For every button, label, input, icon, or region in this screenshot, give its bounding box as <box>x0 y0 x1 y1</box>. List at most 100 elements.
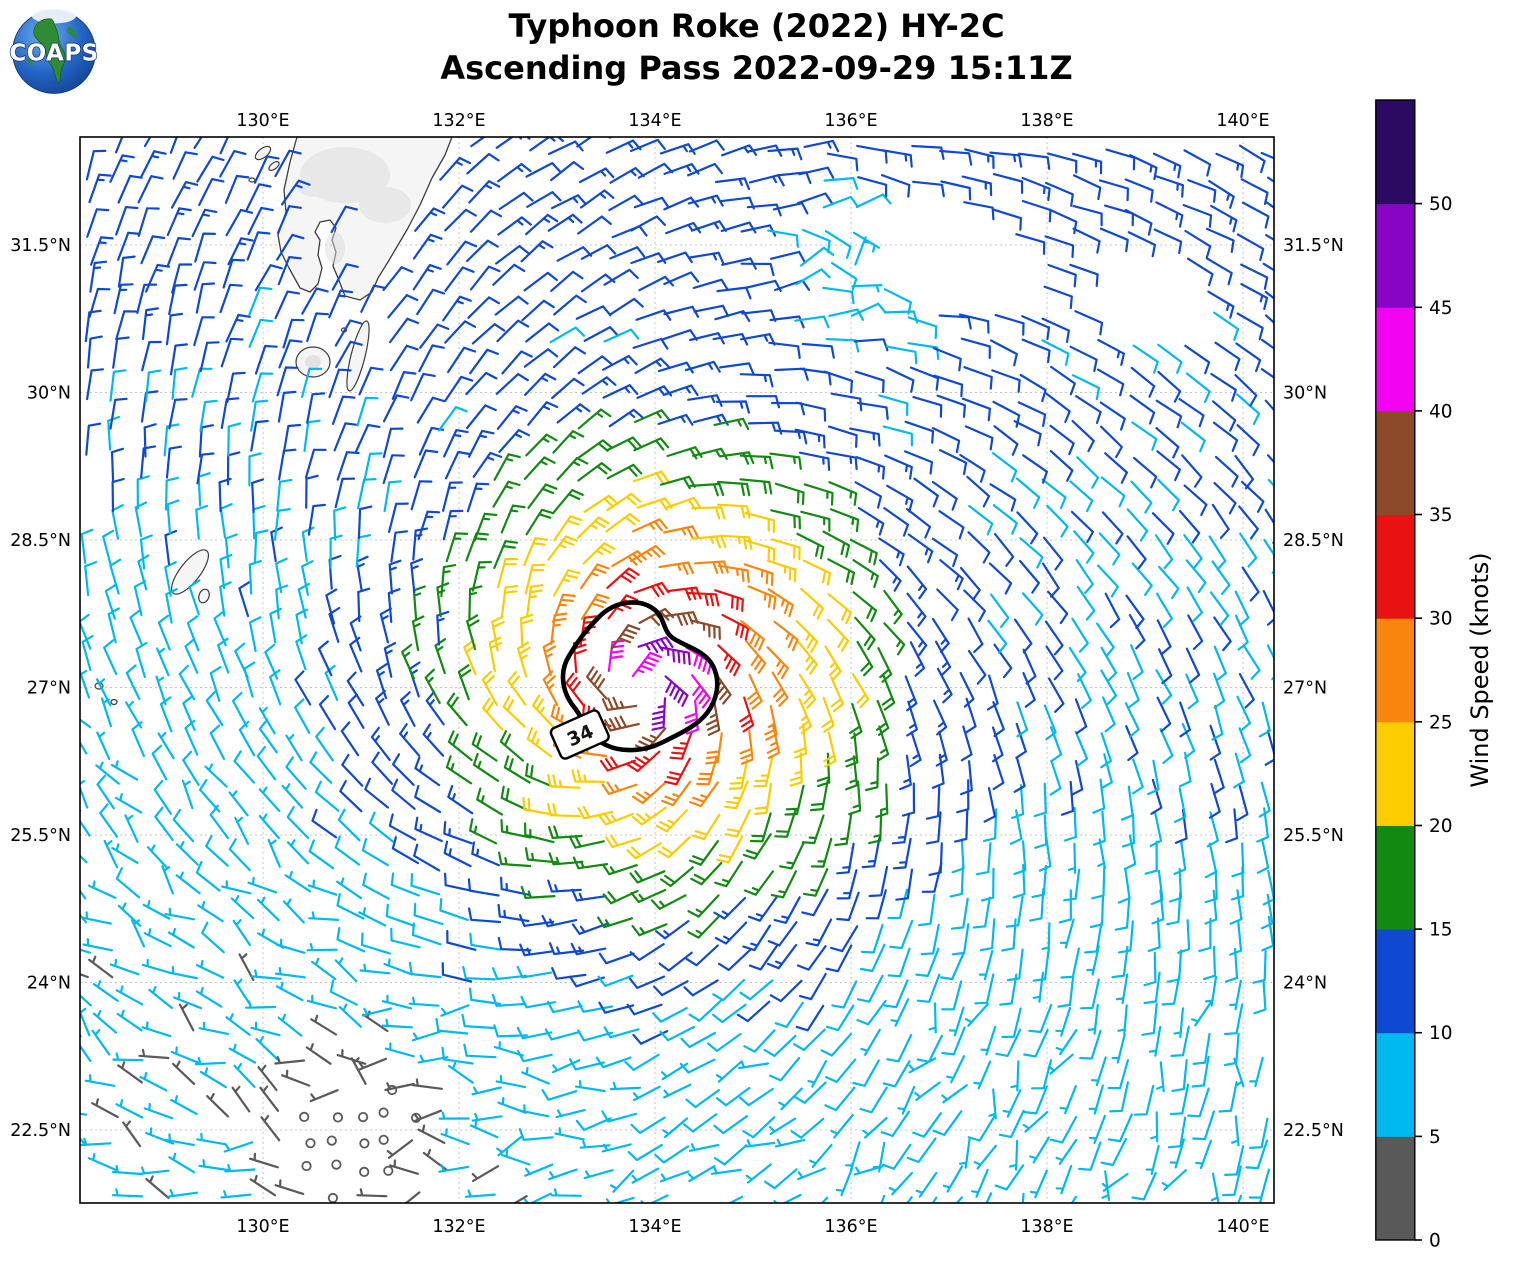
calm-circle <box>326 1135 337 1146</box>
wind-barb <box>1071 420 1095 453</box>
wind-barb <box>740 262 775 277</box>
wind-barb <box>461 1013 495 1030</box>
wind-barb <box>388 559 402 595</box>
wind-barb <box>274 290 300 320</box>
wind-barb <box>422 1148 449 1172</box>
wind-barb <box>1022 672 1036 708</box>
y-tick-label-left: 30°N <box>27 383 71 403</box>
wind-barb <box>749 812 772 843</box>
wind-barb <box>1100 425 1123 459</box>
wind-barb <box>1134 1084 1155 1116</box>
wind-barb <box>228 1043 257 1064</box>
wind-barb <box>687 1165 716 1183</box>
wind-barb <box>294 670 312 706</box>
wind-barb <box>1022 454 1049 484</box>
wind-barb <box>933 374 964 398</box>
wind-barb <box>715 1086 751 1107</box>
wind-barb <box>446 240 478 266</box>
wind-barb <box>601 781 638 796</box>
wind-barb <box>1147 917 1161 952</box>
wind-barb <box>209 666 222 702</box>
wind-barb <box>630 888 667 904</box>
wind-barb <box>204 763 228 788</box>
wind-barb <box>410 372 436 402</box>
wind-barb <box>961 175 993 197</box>
wind-barb <box>507 671 527 706</box>
wind-barb <box>882 1143 912 1170</box>
wind-barb <box>1167 1116 1187 1149</box>
wind-barb <box>769 315 805 329</box>
wind-barb <box>1234 590 1250 627</box>
wind-barb <box>658 951 693 972</box>
wind-barb <box>310 1014 338 1036</box>
wind-barb <box>273 508 291 541</box>
wind-barb <box>335 340 363 369</box>
wind-barb <box>626 842 662 860</box>
wind-barb <box>1096 622 1115 658</box>
wind-barb <box>550 161 585 182</box>
wind-barb <box>249 1152 279 1169</box>
wind-barb <box>745 640 767 674</box>
wind-barb <box>632 806 667 826</box>
wind-barb <box>1258 701 1271 738</box>
wind-barb <box>1233 752 1245 789</box>
wind-barb <box>609 1169 635 1193</box>
wind-barb <box>115 1099 144 1119</box>
wind-barb <box>527 401 559 426</box>
wind-barb <box>502 695 526 728</box>
wind-barb <box>1208 535 1227 571</box>
wind-barb <box>500 1149 531 1166</box>
wind-barb <box>442 295 472 322</box>
wind-barb <box>412 585 426 621</box>
wind-barb <box>767 229 799 248</box>
calm-circle <box>383 1165 394 1176</box>
wind-barb <box>523 1192 552 1203</box>
wind-barb <box>716 503 751 519</box>
wind-barb <box>329 534 343 569</box>
wind-barb <box>932 1110 963 1136</box>
wind-barb <box>595 1056 632 1069</box>
wind-barb <box>1101 511 1124 545</box>
wind-barb <box>159 696 173 733</box>
wind-barb <box>170 1095 198 1116</box>
wind-barb <box>1071 374 1101 401</box>
wind-barb <box>682 1113 718 1133</box>
wind-barb <box>1073 530 1095 564</box>
wind-barb <box>1256 838 1270 874</box>
wind-barb <box>575 1117 612 1131</box>
wind-barb <box>687 915 720 939</box>
wind-barb <box>689 482 725 497</box>
wind-barb <box>95 761 120 785</box>
wind-barb <box>282 318 305 349</box>
wind-barb <box>103 639 118 676</box>
wind-barb <box>653 980 689 997</box>
wind-barb <box>729 758 749 790</box>
wind-barb <box>276 366 299 397</box>
wind-barb <box>278 339 303 369</box>
colorbar-tick-label: 0 <box>1429 1231 1441 1252</box>
wind-barb <box>810 837 833 868</box>
wind-barb <box>1209 591 1230 626</box>
wind-barb <box>491 615 505 652</box>
wind-barb <box>1071 617 1089 653</box>
colorbar-segment <box>1375 825 1415 930</box>
wind-barb <box>1260 151 1274 160</box>
wind-barb <box>447 346 477 374</box>
wind-barb <box>1240 178 1269 205</box>
wind-barb <box>830 676 844 713</box>
wind-barb <box>516 641 531 678</box>
wind-barb <box>337 808 361 842</box>
wind-barb <box>1241 480 1265 513</box>
wind-barb <box>80 1112 87 1116</box>
wind-barb <box>257 1064 278 1092</box>
wind-barb <box>469 818 498 845</box>
wind-barb <box>522 796 554 816</box>
wind-barb <box>1229 889 1243 925</box>
colorbar-segment <box>1375 410 1415 516</box>
wind-barb <box>358 366 384 396</box>
wind-barb <box>254 344 278 375</box>
wind-barb <box>803 483 834 506</box>
wind-barb <box>1191 1000 1213 1027</box>
wind-barb <box>883 590 903 625</box>
wind-barb <box>253 155 280 184</box>
